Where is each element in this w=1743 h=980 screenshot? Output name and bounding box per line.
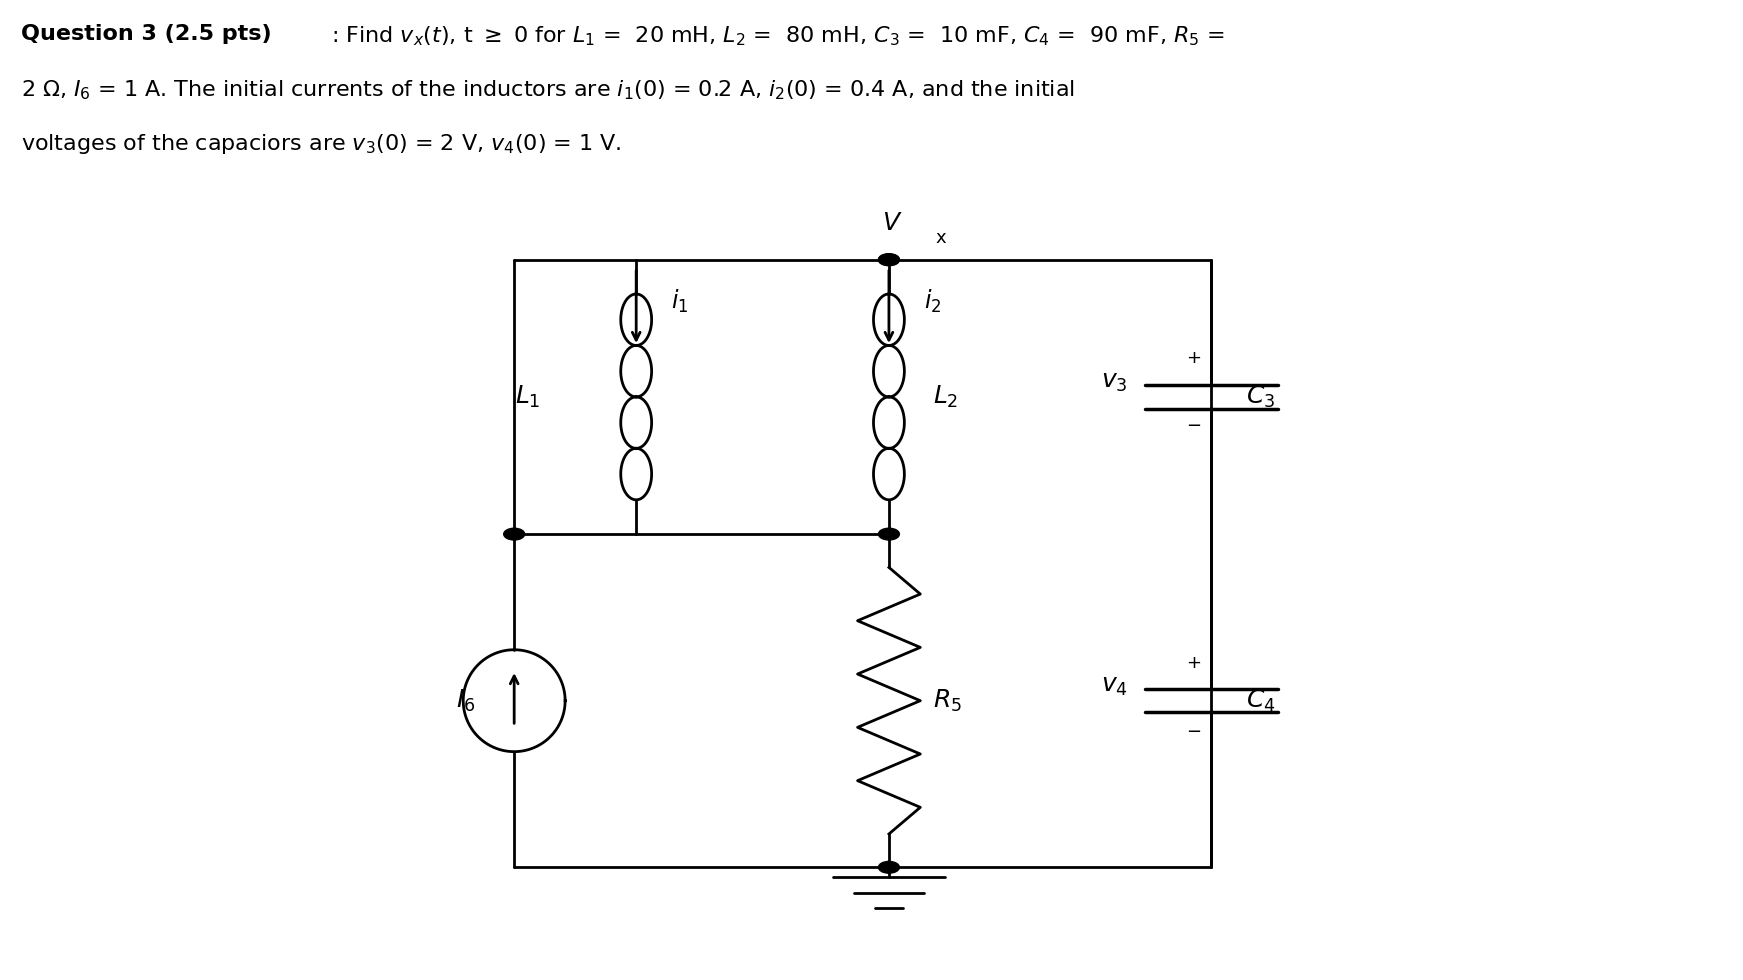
- Text: Question 3 (2.5 pts): Question 3 (2.5 pts): [21, 24, 272, 44]
- Text: $-$: $-$: [1187, 721, 1201, 739]
- Circle shape: [878, 528, 899, 540]
- Text: x: x: [936, 229, 946, 247]
- Text: voltages of the capaciors are $v_3$(0) = 2 V, $v_4$(0) = 1 V.: voltages of the capaciors are $v_3$(0) =…: [21, 132, 622, 156]
- Text: $v_4$: $v_4$: [1102, 674, 1128, 698]
- Circle shape: [878, 254, 899, 266]
- Text: $-$: $-$: [1187, 416, 1201, 433]
- Text: $i_2$: $i_2$: [924, 288, 941, 316]
- Text: $R_5$: $R_5$: [933, 688, 962, 713]
- Circle shape: [504, 528, 525, 540]
- Text: $I_6$: $I_6$: [457, 688, 476, 713]
- Text: $V$: $V$: [882, 212, 903, 235]
- Text: +: +: [1187, 349, 1201, 367]
- Text: 2 $\Omega$, $I_6$ = 1 A. The initial currents of the inductors are $i_1$(0) = 0.: 2 $\Omega$, $I_6$ = 1 A. The initial cur…: [21, 78, 1075, 102]
- Text: $i_1$: $i_1$: [671, 288, 688, 316]
- Text: $L_1$: $L_1$: [514, 384, 540, 410]
- Text: $v_3$: $v_3$: [1102, 370, 1128, 394]
- Circle shape: [878, 254, 899, 266]
- Circle shape: [878, 861, 899, 873]
- Text: $C_4$: $C_4$: [1246, 688, 1276, 713]
- Text: +: +: [1187, 655, 1201, 672]
- Text: $L_2$: $L_2$: [933, 384, 959, 410]
- Text: $C_3$: $C_3$: [1246, 384, 1276, 410]
- Text: : Find $v_x(t)$, t $\geq$ 0 for $L_1$ =  20 mH, $L_2$ =  80 mH, $C_3$ =  10 mF, : : Find $v_x(t)$, t $\geq$ 0 for $L_1$ = …: [331, 24, 1225, 48]
